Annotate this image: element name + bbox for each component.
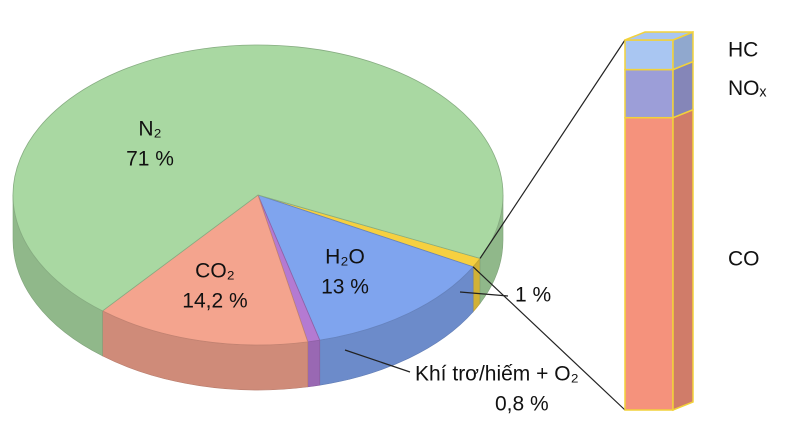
slice-value-label: 0,8 % <box>495 393 549 416</box>
bar-label: CO <box>728 247 760 270</box>
slice-label: Khí trơ/hiếm + O₂ <box>415 363 579 386</box>
slice-value-label: 13 % <box>321 276 369 299</box>
slice-value-label: 14,2 % <box>182 290 247 313</box>
bar-label: NOₓ <box>728 77 767 100</box>
bar-top <box>624 31 694 41</box>
slice-side <box>472 257 481 313</box>
slice-value-label: 1 % <box>515 284 551 307</box>
slice-label: CO₂ <box>195 260 235 283</box>
bar-segment <box>624 68 674 119</box>
bar-segment-side <box>672 108 694 412</box>
connector <box>479 39 626 259</box>
bar-label: HC <box>728 38 758 61</box>
slice-label: N₂ <box>138 118 161 141</box>
leader-line <box>459 291 509 297</box>
slice-value-label: 71 % <box>126 148 174 171</box>
slice <box>12 44 504 312</box>
connector <box>472 266 626 411</box>
slice-label: H₂O <box>325 246 365 269</box>
leader-line <box>344 349 411 373</box>
slice-side <box>307 339 321 388</box>
bar-segment-side <box>672 60 694 119</box>
slice <box>257 194 474 341</box>
bar-segment <box>624 116 674 411</box>
bar-segment <box>624 39 674 71</box>
slice <box>101 194 309 346</box>
